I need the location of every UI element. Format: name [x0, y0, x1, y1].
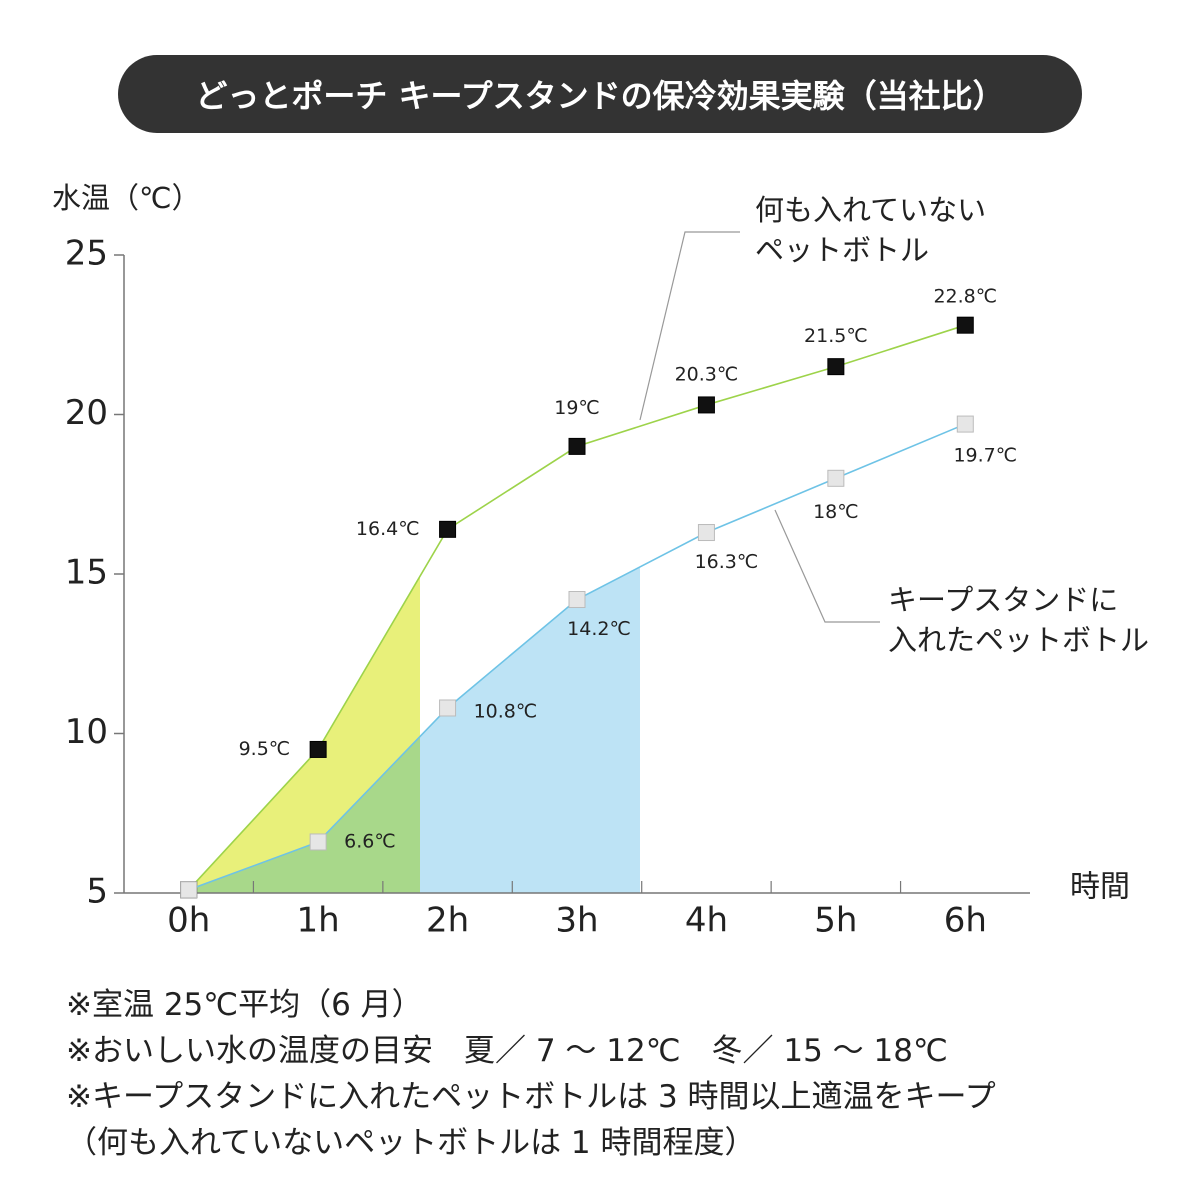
y-tick-label: 25 — [65, 234, 108, 274]
data-point — [568, 591, 586, 609]
note: ※室温 25℃平均（6 月） — [66, 987, 423, 1023]
value-label: 16.4℃ — [356, 518, 420, 540]
value-label: 19.7℃ — [953, 445, 1017, 467]
data-point — [956, 415, 974, 433]
y-tick-label: 5 — [86, 872, 108, 912]
value-label: 9.5℃ — [239, 738, 291, 760]
x-tick-label: 2h — [426, 901, 469, 941]
shaded-area — [188, 736, 420, 893]
leader-line — [774, 509, 880, 623]
x-tick-label: 1h — [297, 901, 340, 941]
y-tick-label: 20 — [65, 393, 108, 433]
data-point — [309, 833, 327, 851]
data-point — [827, 469, 845, 487]
data-point — [568, 437, 586, 455]
value-label: 6.6℃ — [344, 830, 396, 852]
x-tick-label: 6h — [944, 901, 987, 941]
chart-title: どっとポーチ キープスタンドの保冷効果実験（当社比） — [118, 55, 1082, 133]
y-tick-label: 10 — [65, 712, 108, 752]
note: （何も入れていないペットボトルは 1 時間程度） — [66, 1125, 756, 1161]
value-label: 14.2℃ — [567, 618, 631, 640]
note: ※キープスタンドに入れたペットボトルは 3 時間以上適温をキープ — [66, 1079, 996, 1115]
data-point — [439, 699, 457, 717]
value-label: 22.8℃ — [933, 286, 997, 308]
value-label: 20.3℃ — [675, 363, 739, 385]
data-point — [439, 520, 457, 538]
data-point — [180, 881, 198, 899]
note: ※おいしい水の温度の目安 夏／ 7 ～ 12℃ 冬／ 15 ～ 18℃ — [66, 1033, 948, 1069]
y-axis-label: 水温（℃） — [52, 181, 201, 215]
notes: ※室温 25℃平均（6 月） ※おいしい水の温度の目安 夏／ 7 ～ 12℃ 冬／… — [66, 982, 996, 1166]
leader-line — [639, 231, 740, 421]
series-callout: 何も入れていない ペットボトル — [755, 193, 987, 267]
x-tick-label: 5h — [814, 901, 857, 941]
data-point — [697, 396, 715, 414]
shaded-area — [420, 566, 640, 893]
value-label: 19℃ — [554, 397, 600, 419]
data-point — [697, 524, 715, 542]
y-tick-label: 15 — [65, 553, 108, 593]
x-tick-label: 4h — [685, 901, 728, 941]
series-callout: キープスタンドに 入れたペットボトル — [888, 583, 1150, 657]
value-label: 16.3℃ — [695, 551, 759, 573]
x-tick-label: 0h — [167, 901, 210, 941]
data-point — [309, 740, 327, 758]
value-label: 10.8℃ — [474, 700, 538, 722]
value-label: 21.5℃ — [804, 325, 868, 347]
value-label: 18℃ — [813, 501, 859, 523]
x-tick-label: 3h — [555, 901, 598, 941]
x-axis-label: 時間 — [1070, 870, 1130, 905]
data-point — [956, 316, 974, 334]
data-point — [827, 358, 845, 376]
